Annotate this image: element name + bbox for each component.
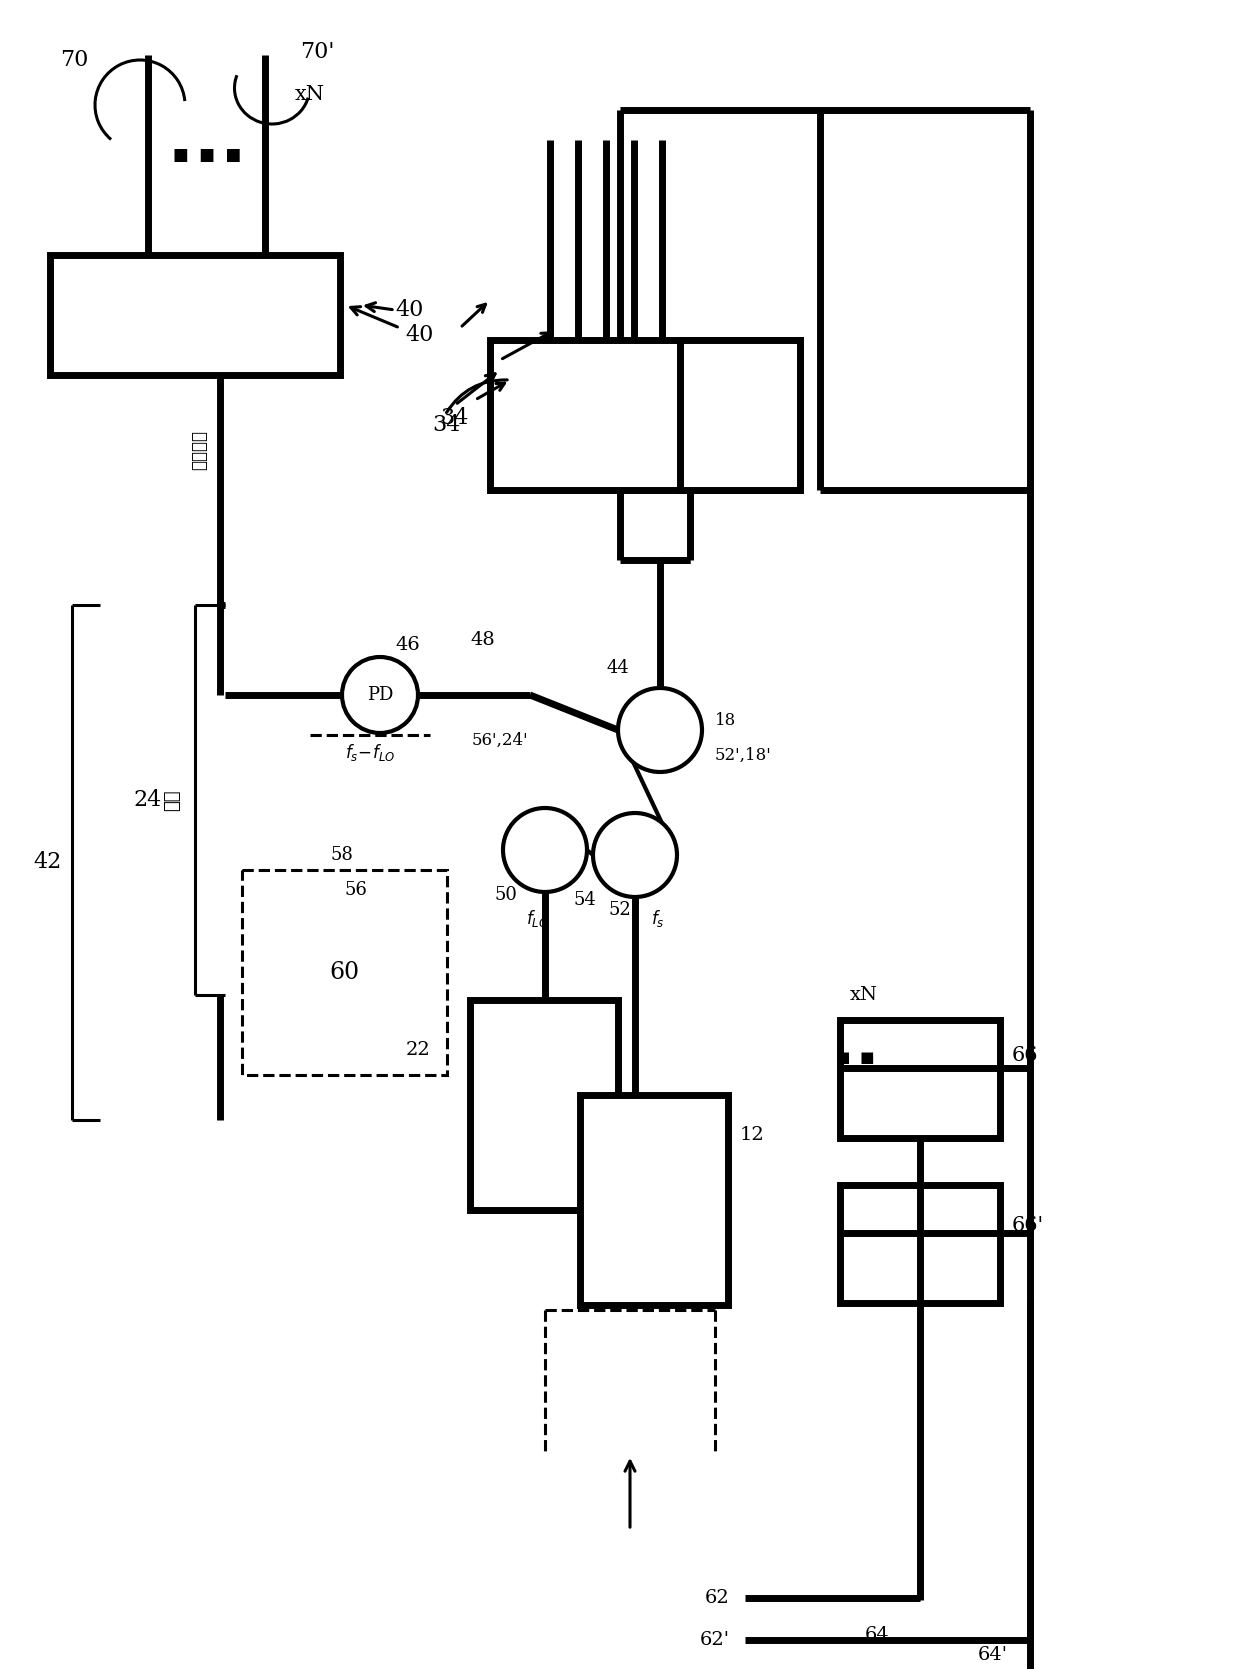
Text: ■  ■  ■: ■ ■ ■ (172, 147, 241, 164)
Text: $f_s$: $f_s$ (651, 908, 665, 928)
Text: 18: 18 (715, 711, 737, 728)
Circle shape (503, 808, 587, 891)
Text: 52',18': 52',18' (715, 746, 771, 763)
Text: 44: 44 (606, 659, 630, 678)
Text: 24: 24 (134, 789, 162, 811)
Text: 66: 66 (1012, 1045, 1039, 1065)
Text: $f_s\!-\!f_{LO}$: $f_s\!-\!f_{LO}$ (345, 741, 396, 763)
Bar (470, 1000, 618, 1210)
Text: 70': 70' (300, 42, 335, 63)
Text: 34: 34 (432, 414, 460, 436)
Text: 66': 66' (1012, 1215, 1044, 1235)
Circle shape (342, 658, 418, 733)
Text: xN: xN (295, 85, 325, 105)
Text: 22: 22 (405, 1041, 430, 1060)
Text: 54: 54 (574, 891, 596, 910)
Circle shape (593, 813, 677, 896)
Text: 光纤尾纤: 光纤尾纤 (191, 431, 208, 471)
Text: ■  ■: ■ ■ (836, 1051, 874, 1065)
Text: 56: 56 (345, 881, 368, 900)
Bar (50, 255, 340, 376)
Bar (580, 1095, 728, 1305)
Bar (490, 340, 800, 491)
Text: 46: 46 (396, 636, 420, 654)
Circle shape (618, 688, 702, 773)
Text: 34: 34 (440, 407, 469, 429)
Text: 12: 12 (740, 1127, 765, 1143)
Text: 40: 40 (396, 299, 423, 320)
Text: 48: 48 (470, 631, 495, 649)
Text: 50: 50 (495, 886, 518, 905)
Text: xN: xN (849, 986, 878, 1005)
Bar (839, 1185, 999, 1303)
Text: 60: 60 (329, 960, 360, 983)
Text: 62: 62 (706, 1589, 730, 1607)
Text: PD: PD (367, 686, 393, 704)
Text: 64': 64' (978, 1646, 1008, 1664)
Text: 42: 42 (33, 851, 62, 873)
Bar (839, 1020, 999, 1138)
Text: 52: 52 (609, 901, 631, 920)
Bar (242, 870, 446, 1075)
Text: 40: 40 (405, 324, 433, 345)
Text: 本振: 本振 (162, 789, 181, 811)
Text: 64: 64 (866, 1626, 890, 1644)
Text: 56',24': 56',24' (471, 731, 528, 748)
Bar (680, 340, 800, 491)
Text: $f_{LO}$: $f_{LO}$ (527, 908, 549, 928)
Text: 62': 62' (701, 1631, 730, 1649)
Text: 70: 70 (60, 48, 88, 72)
Text: 58: 58 (330, 846, 353, 865)
